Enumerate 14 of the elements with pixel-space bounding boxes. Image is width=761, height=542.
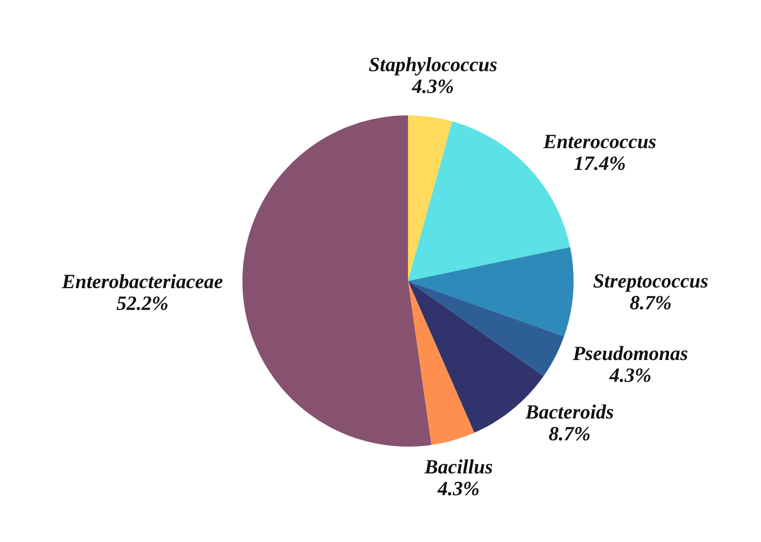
slice-label: Staphylococcus (369, 57, 497, 76)
data-label: 4.3% (609, 368, 650, 382)
data-label: 4.3% (412, 80, 453, 94)
slice-label: Pseudomonas (572, 346, 688, 360)
data-label: 8.7% (549, 426, 590, 441)
slice-label: Bacteroids (525, 404, 614, 419)
slice-label: Streptococcus (593, 274, 708, 292)
data-label: 4.3% (437, 482, 479, 496)
slice-label: Enterococcus (543, 134, 656, 148)
data-label: 17.4% (574, 156, 625, 170)
data-label: 8.7% (630, 296, 671, 310)
slice-label: Enterobacteriaceae (62, 274, 223, 288)
data-label: 52.2% (116, 296, 168, 310)
slice-label: Bacillus (424, 459, 492, 474)
